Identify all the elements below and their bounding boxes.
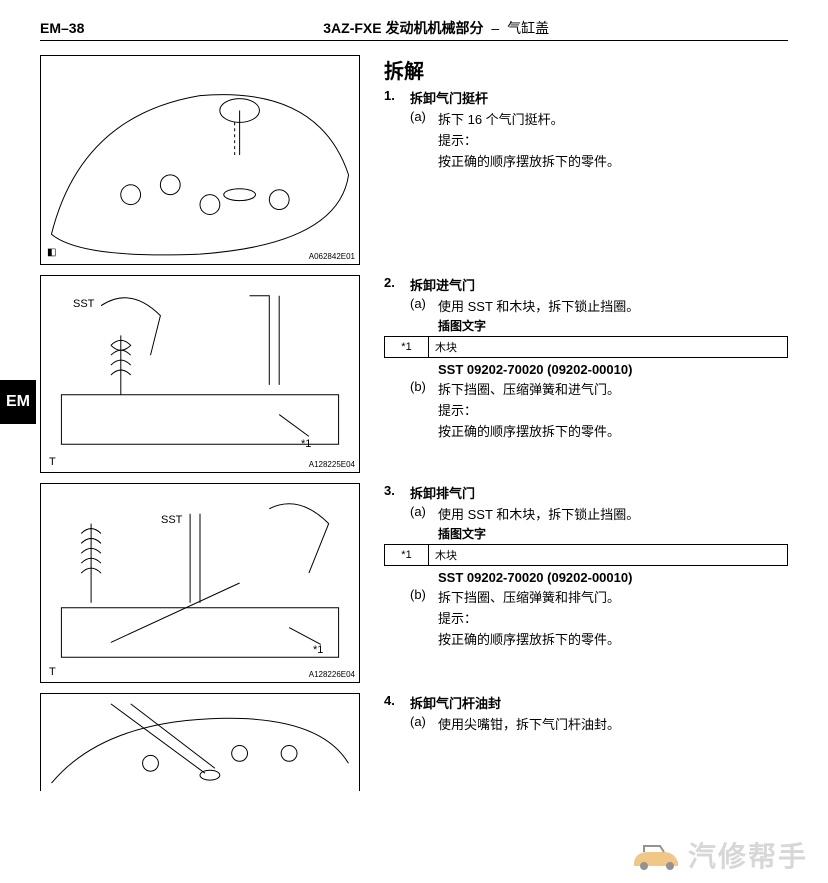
- step-2-legend-title: 插图文字: [438, 317, 788, 334]
- step-3-legend-table: *1 木块: [384, 544, 788, 566]
- step-1a-label: (a): [410, 109, 438, 128]
- step-2b-text: 拆下挡圈、压缩弹簧和进气门。: [438, 379, 788, 398]
- header-title-sep: –: [491, 20, 499, 36]
- main-heading: 拆解: [384, 55, 788, 84]
- step-1-hint-2: 按正确的顺序摆放拆下的零件。: [438, 151, 788, 170]
- figure-3-sst-label: SST: [161, 514, 182, 526]
- step-1a-text: 拆下 16 个气门挺杆。: [438, 109, 788, 128]
- table-row: *1 木块: [385, 337, 788, 358]
- figure-3: SST *1 T A128226E04: [40, 483, 360, 683]
- step-2-sst: SST 09202-70020 (09202-00010): [438, 362, 788, 377]
- step-3b-text: 拆下挡圈、压缩弹簧和排气门。: [438, 587, 788, 606]
- legend-key: *1: [385, 545, 429, 566]
- step-2a-label: (a): [410, 296, 438, 315]
- step-4a-text: 使用尖嘴钳，拆下气门杆油封。: [438, 714, 788, 733]
- header-title: 3AZ-FXE 发动机机械部分 – 气缸盖: [84, 18, 788, 38]
- watermark: 汽修帮手: [630, 835, 808, 875]
- section-tab: EM: [0, 380, 36, 424]
- step-3-sst: SST 09202-70020 (09202-00010): [438, 570, 788, 585]
- figure-1-illustration: [41, 56, 359, 264]
- header-title-tail: 气缸盖: [507, 20, 549, 36]
- figure-3-id: A128226E04: [309, 670, 355, 679]
- step-2-title: 拆卸进气门: [410, 275, 475, 294]
- figure-3-illustration: [41, 484, 359, 682]
- step-3-num: 3.: [384, 483, 410, 502]
- step-2-hint-2: 按正确的顺序摆放拆下的零件。: [438, 421, 788, 440]
- legend-value: 木块: [429, 545, 788, 566]
- legend-value: 木块: [429, 337, 788, 358]
- table-row: *1 木块: [385, 545, 788, 566]
- step-3b-label: (b): [410, 587, 438, 606]
- header-title-bold: 3AZ-FXE 发动机机械部分: [323, 20, 483, 36]
- page-header: EM–38 3AZ-FXE 发动机机械部分 – 气缸盖: [40, 18, 788, 41]
- step-2b-label: (b): [410, 379, 438, 398]
- figure-2: SST *1 T A128225E04: [40, 275, 360, 473]
- figure-2-sst-label: SST: [73, 298, 94, 310]
- figure-4-illustration: [41, 694, 359, 791]
- step-3-hint-2: 按正确的顺序摆放拆下的零件。: [438, 629, 788, 648]
- step-3-hint-1: 提示：: [438, 608, 788, 627]
- figure-3-star1-label: *1: [313, 644, 323, 656]
- step-3-title: 拆卸排气门: [410, 483, 475, 502]
- figure-1-id: A062842E01: [309, 252, 355, 261]
- step-3-legend-title: 插图文字: [438, 525, 788, 542]
- step-3a-text: 使用 SST 和木块，拆下锁止挡圈。: [438, 504, 788, 523]
- step-1-num: 1.: [384, 88, 410, 107]
- step-4-num: 4.: [384, 693, 410, 712]
- figure-2-t-label: T: [49, 456, 56, 468]
- page-number: EM–38: [40, 20, 84, 36]
- figure-3-t-label: T: [49, 666, 56, 678]
- figure-2-id: A128225E04: [309, 460, 355, 469]
- step-3a-label: (a): [410, 504, 438, 523]
- step-2-num: 2.: [384, 275, 410, 294]
- step-4-title: 拆卸气门杆油封: [410, 693, 501, 712]
- step-2a-text: 使用 SST 和木块，拆下锁止挡圈。: [438, 296, 788, 315]
- figure-2-star1-label: *1: [301, 438, 311, 450]
- step-1-title: 拆卸气门挺杆: [410, 88, 488, 107]
- figure-4: [40, 693, 360, 791]
- figure-1: ◧ A062842E01: [40, 55, 360, 265]
- figure-info-icon: ◧: [47, 247, 56, 258]
- watermark-car-icon: [630, 840, 682, 870]
- step-1-hint-1: 提示：: [438, 130, 788, 149]
- legend-key: *1: [385, 337, 429, 358]
- watermark-text: 汽修帮手: [688, 835, 808, 875]
- step-4a-label: (a): [410, 714, 438, 733]
- step-2-hint-1: 提示：: [438, 400, 788, 419]
- step-2-legend-table: *1 木块: [384, 336, 788, 358]
